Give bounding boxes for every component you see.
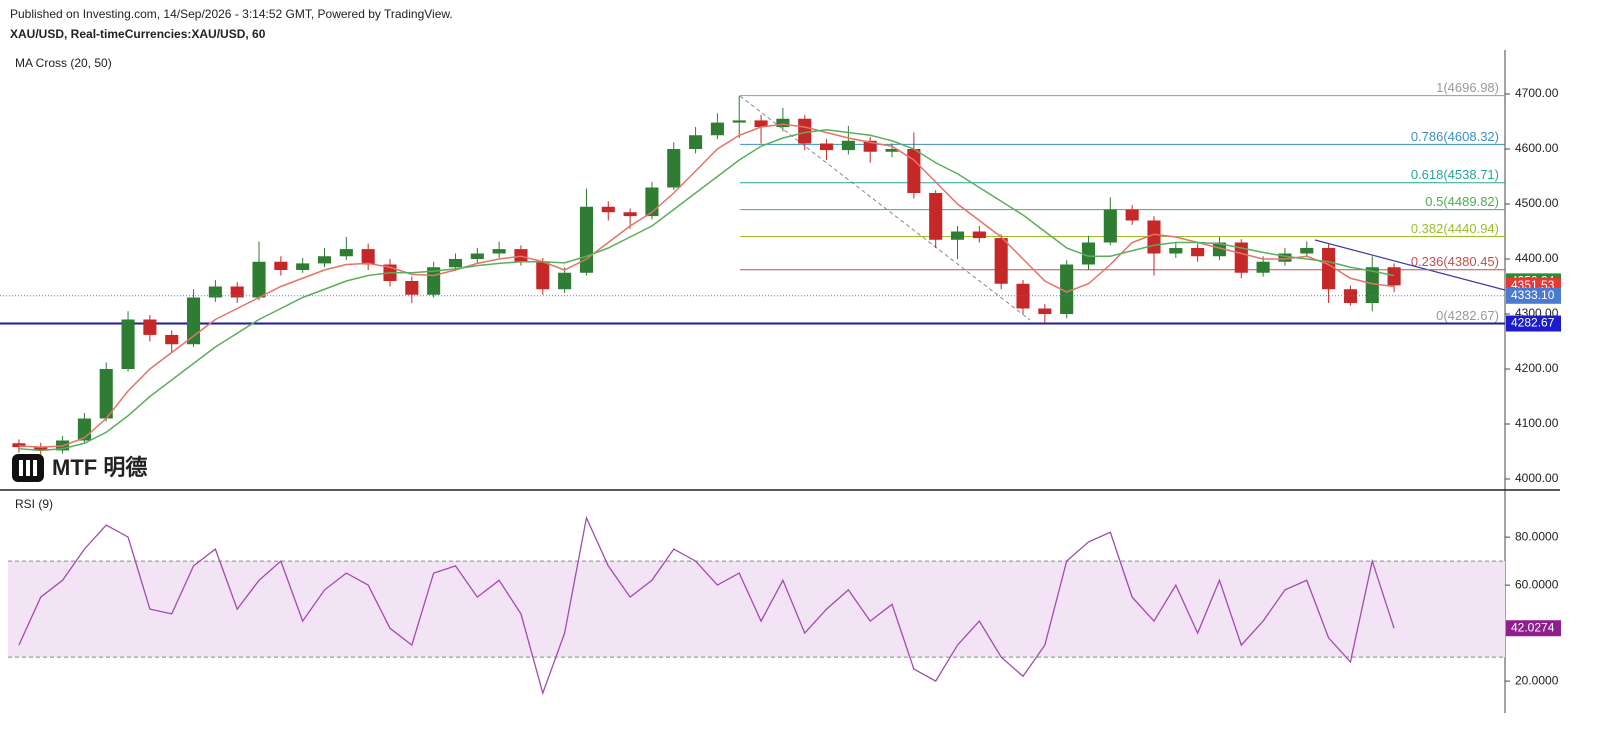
candle-body: [1387, 267, 1401, 286]
candle-body: [448, 259, 463, 268]
candle-body: [907, 149, 921, 193]
candle-body: [339, 249, 353, 257]
candle-body: [1038, 308, 1052, 314]
y-tick-label: 4400.00: [1515, 251, 1559, 265]
price-badge: [1506, 315, 1561, 332]
fib-label: 0.382(4440.94): [1411, 221, 1499, 236]
logo: MTF 明德: [12, 454, 147, 482]
candle-body: [514, 249, 528, 262]
candle-body: [1212, 242, 1227, 257]
candle-body: [798, 118, 812, 144]
candle-body: [317, 256, 332, 264]
y-tick-label: 80.0000: [1515, 529, 1559, 543]
candle-body: [950, 231, 965, 240]
candle-body: [710, 122, 724, 136]
candle-body: [1125, 209, 1139, 221]
rsi-line: [18, 515, 1395, 696]
candle-body: [754, 120, 768, 127]
rsi-title: RSI (9): [15, 497, 53, 511]
logo-bar: [33, 460, 37, 476]
indicator-title: MA Cross (20, 50): [15, 56, 112, 70]
logo-text: MTF 明德: [52, 455, 147, 480]
candle-body: [1191, 248, 1205, 257]
rsi-badge-label: 42.0274: [1511, 620, 1555, 634]
candle-body: [994, 238, 1008, 284]
symbol-title: XAU/USD, Real-timeCurrencies:XAU/USD, 60: [10, 27, 266, 41]
candle-body: [470, 253, 484, 259]
candle-body: [296, 263, 310, 270]
y-tick-label: 60.0000: [1515, 577, 1559, 591]
candle-body: [1256, 261, 1270, 273]
candle-body: [405, 281, 419, 295]
fib-label: 0(4282.67): [1436, 308, 1499, 323]
candle-body: [929, 193, 943, 240]
candle-body: [841, 140, 855, 151]
candle-body: [12, 443, 26, 448]
candle-body: [601, 206, 615, 213]
published-note: Published on Investing.com, 14/Sep/2026 …: [10, 7, 453, 21]
y-tick-label: 20.0000: [1515, 673, 1559, 687]
candle-body: [1234, 242, 1248, 273]
candle-body: [252, 261, 266, 298]
y-tick-label: 4200.00: [1515, 361, 1559, 375]
candle-body: [885, 149, 899, 152]
candle-body: [536, 261, 550, 290]
candle-body: [667, 149, 681, 188]
candle-body: [972, 231, 986, 239]
candle-body: [492, 249, 506, 254]
candle-body: [99, 369, 113, 419]
rsi-badge: [1506, 620, 1561, 637]
candle-body: [1300, 248, 1314, 254]
y-tick-label: 4600.00: [1515, 141, 1559, 155]
candle-body: [1147, 220, 1161, 254]
candle-body: [689, 135, 703, 149]
candle-body: [1278, 253, 1292, 262]
fib-label: 0.786(4608.32): [1411, 129, 1499, 144]
moving-average: [18, 128, 1395, 452]
fib-label: 0.5(4489.82): [1425, 194, 1499, 209]
candle-body: [1060, 264, 1074, 314]
candle-body: [1081, 242, 1096, 265]
y-tick-label: 4000.00: [1515, 471, 1559, 485]
candle-body: [863, 140, 877, 152]
logo-bar: [19, 460, 23, 476]
candle-body: [274, 261, 288, 270]
candle-body: [34, 447, 48, 451]
moving-average: [18, 123, 1395, 448]
fib-label: 1(4696.98): [1436, 80, 1499, 95]
fib-trend-line: [739, 95, 1031, 321]
logo-bar: [26, 460, 30, 476]
fib-label: 0.618(4538.71): [1411, 167, 1499, 182]
candle-body: [1169, 248, 1183, 254]
candle-body: [1322, 248, 1336, 290]
candle-body: [121, 319, 135, 369]
candle-body: [230, 286, 244, 298]
y-tick-label: 4500.00: [1515, 196, 1559, 210]
rsi-band: [8, 561, 1505, 658]
y-tick-label: 4700.00: [1515, 86, 1559, 100]
candle-body: [623, 212, 637, 217]
plot: 4000.004100.004200.004300.004400.004500.…: [0, 80, 1561, 696]
price-badge: [1506, 287, 1561, 304]
y-tick-label: 4100.00: [1515, 416, 1559, 430]
fib-label: 0.236(4380.45): [1411, 254, 1499, 269]
candle-body: [361, 249, 375, 265]
candle-body: [558, 272, 572, 290]
trend-line: [1314, 239, 1506, 291]
candle-body: [165, 334, 179, 345]
candle-body: [732, 120, 746, 123]
price-badge-label: 4333.10: [1511, 288, 1555, 302]
candle-body: [820, 143, 834, 151]
candle-body: [1103, 209, 1117, 243]
candle-body: [1365, 267, 1379, 303]
candle-body: [143, 319, 157, 335]
price-badge-label: 4282.67: [1511, 316, 1555, 330]
candle-body: [208, 286, 222, 298]
candle-body: [579, 206, 593, 273]
candle-body: [776, 118, 790, 127]
candle-body: [186, 297, 201, 345]
